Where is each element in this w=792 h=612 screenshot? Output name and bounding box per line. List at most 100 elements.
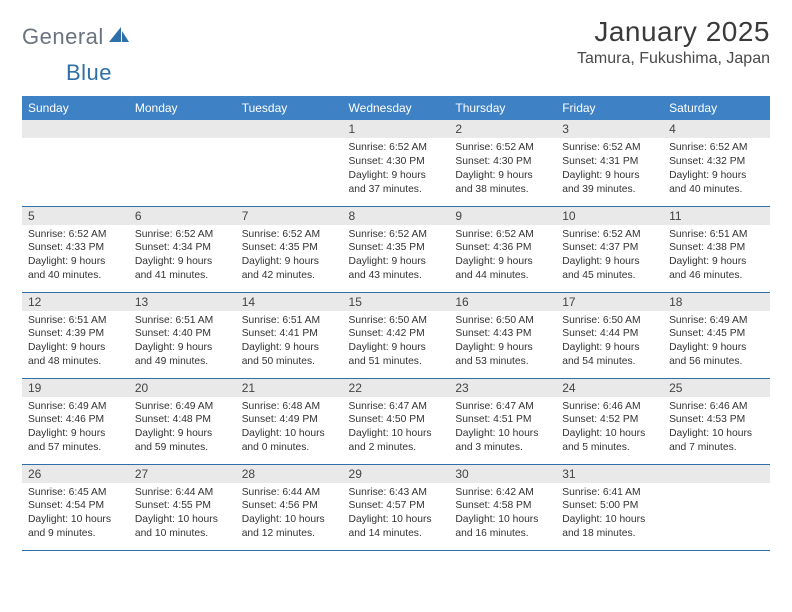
sunrise-line: Sunrise: 6:49 AM	[28, 400, 123, 414]
daylight-line: Daylight: 9 hours and 40 minutes.	[28, 255, 123, 283]
day-cell: 29Sunrise: 6:43 AMSunset: 4:57 PMDayligh…	[343, 464, 450, 550]
sunrise-line: Sunrise: 6:51 AM	[28, 314, 123, 328]
daylight-line: Daylight: 9 hours and 49 minutes.	[135, 341, 230, 369]
daylight-line: Daylight: 10 hours and 10 minutes.	[135, 513, 230, 541]
sunrise-line: Sunrise: 6:49 AM	[669, 314, 764, 328]
brand-logo: General	[22, 16, 132, 50]
month-title: January 2025	[577, 16, 770, 48]
daylight-line: Daylight: 9 hours and 45 minutes.	[562, 255, 657, 283]
daylight-line: Daylight: 9 hours and 42 minutes.	[242, 255, 337, 283]
day-number: 2	[449, 120, 556, 138]
day-number: 17	[556, 293, 663, 311]
sunrise-line: Sunrise: 6:50 AM	[349, 314, 444, 328]
daylight-line: Daylight: 10 hours and 7 minutes.	[669, 427, 764, 455]
daylight-line: Daylight: 9 hours and 44 minutes.	[455, 255, 550, 283]
daylight-line: Daylight: 10 hours and 14 minutes.	[349, 513, 444, 541]
sunrise-line: Sunrise: 6:52 AM	[349, 141, 444, 155]
day-number: 1	[343, 120, 450, 138]
brand-sail-icon	[108, 25, 130, 50]
daylight-line: Daylight: 9 hours and 59 minutes.	[135, 427, 230, 455]
day-cell: 28Sunrise: 6:44 AMSunset: 4:56 PMDayligh…	[236, 464, 343, 550]
day-number: 20	[129, 379, 236, 397]
sunrise-line: Sunrise: 6:47 AM	[349, 400, 444, 414]
day-details: Sunrise: 6:52 AMSunset: 4:34 PMDaylight:…	[129, 225, 236, 284]
week-row: 26Sunrise: 6:45 AMSunset: 4:54 PMDayligh…	[22, 464, 770, 550]
sunset-line: Sunset: 4:57 PM	[349, 499, 444, 513]
day-cell: 25Sunrise: 6:46 AMSunset: 4:53 PMDayligh…	[663, 378, 770, 464]
sunrise-line: Sunrise: 6:44 AM	[242, 486, 337, 500]
dow-thursday: Thursday	[449, 96, 556, 120]
daylight-line: Daylight: 10 hours and 3 minutes.	[455, 427, 550, 455]
sunset-line: Sunset: 4:45 PM	[669, 327, 764, 341]
sunset-line: Sunset: 4:49 PM	[242, 413, 337, 427]
week-row: 19Sunrise: 6:49 AMSunset: 4:46 PMDayligh…	[22, 378, 770, 464]
day-number: 31	[556, 465, 663, 483]
day-details: Sunrise: 6:42 AMSunset: 4:58 PMDaylight:…	[449, 483, 556, 542]
day-details: Sunrise: 6:48 AMSunset: 4:49 PMDaylight:…	[236, 397, 343, 456]
day-cell: 15Sunrise: 6:50 AMSunset: 4:42 PMDayligh…	[343, 292, 450, 378]
sunrise-line: Sunrise: 6:47 AM	[455, 400, 550, 414]
daylight-line: Daylight: 10 hours and 2 minutes.	[349, 427, 444, 455]
day-number: 28	[236, 465, 343, 483]
week-row: 12Sunrise: 6:51 AMSunset: 4:39 PMDayligh…	[22, 292, 770, 378]
sunrise-line: Sunrise: 6:52 AM	[562, 141, 657, 155]
day-number: 9	[449, 207, 556, 225]
day-details: Sunrise: 6:50 AMSunset: 4:43 PMDaylight:…	[449, 311, 556, 370]
location-subtitle: Tamura, Fukushima, Japan	[577, 50, 770, 68]
day-details: Sunrise: 6:51 AMSunset: 4:41 PMDaylight:…	[236, 311, 343, 370]
daylight-line: Daylight: 9 hours and 48 minutes.	[28, 341, 123, 369]
sunrise-line: Sunrise: 6:50 AM	[455, 314, 550, 328]
sunset-line: Sunset: 4:32 PM	[669, 155, 764, 169]
day-cell	[236, 120, 343, 206]
day-number: 5	[22, 207, 129, 225]
day-details: Sunrise: 6:44 AMSunset: 4:55 PMDaylight:…	[129, 483, 236, 542]
sunrise-line: Sunrise: 6:52 AM	[242, 228, 337, 242]
day-details: Sunrise: 6:50 AMSunset: 4:44 PMDaylight:…	[556, 311, 663, 370]
day-cell: 30Sunrise: 6:42 AMSunset: 4:58 PMDayligh…	[449, 464, 556, 550]
sunset-line: Sunset: 4:35 PM	[349, 241, 444, 255]
sunrise-line: Sunrise: 6:52 AM	[349, 228, 444, 242]
day-cell: 9Sunrise: 6:52 AMSunset: 4:36 PMDaylight…	[449, 206, 556, 292]
day-cell: 27Sunrise: 6:44 AMSunset: 4:55 PMDayligh…	[129, 464, 236, 550]
sunset-line: Sunset: 4:50 PM	[349, 413, 444, 427]
day-number	[663, 465, 770, 483]
sunset-line: Sunset: 4:40 PM	[135, 327, 230, 341]
day-details: Sunrise: 6:46 AMSunset: 4:53 PMDaylight:…	[663, 397, 770, 456]
day-cell: 6Sunrise: 6:52 AMSunset: 4:34 PMDaylight…	[129, 206, 236, 292]
dow-sunday: Sunday	[22, 96, 129, 120]
day-details: Sunrise: 6:45 AMSunset: 4:54 PMDaylight:…	[22, 483, 129, 542]
day-number: 22	[343, 379, 450, 397]
day-of-week-header: Sunday Monday Tuesday Wednesday Thursday…	[22, 96, 770, 120]
dow-friday: Friday	[556, 96, 663, 120]
day-details: Sunrise: 6:52 AMSunset: 4:33 PMDaylight:…	[22, 225, 129, 284]
day-cell	[663, 464, 770, 550]
daylight-line: Daylight: 9 hours and 38 minutes.	[455, 169, 550, 197]
day-number: 26	[22, 465, 129, 483]
calendar-table: Sunday Monday Tuesday Wednesday Thursday…	[22, 96, 770, 551]
daylight-line: Daylight: 9 hours and 39 minutes.	[562, 169, 657, 197]
sunset-line: Sunset: 4:41 PM	[242, 327, 337, 341]
day-details: Sunrise: 6:41 AMSunset: 5:00 PMDaylight:…	[556, 483, 663, 542]
day-number: 21	[236, 379, 343, 397]
day-cell: 11Sunrise: 6:51 AMSunset: 4:38 PMDayligh…	[663, 206, 770, 292]
sunset-line: Sunset: 4:43 PM	[455, 327, 550, 341]
daylight-line: Daylight: 9 hours and 41 minutes.	[135, 255, 230, 283]
daylight-line: Daylight: 9 hours and 50 minutes.	[242, 341, 337, 369]
day-details: Sunrise: 6:49 AMSunset: 4:46 PMDaylight:…	[22, 397, 129, 456]
sunrise-line: Sunrise: 6:42 AM	[455, 486, 550, 500]
day-details: Sunrise: 6:44 AMSunset: 4:56 PMDaylight:…	[236, 483, 343, 542]
daylight-line: Daylight: 9 hours and 46 minutes.	[669, 255, 764, 283]
daylight-line: Daylight: 10 hours and 12 minutes.	[242, 513, 337, 541]
day-cell: 24Sunrise: 6:46 AMSunset: 4:52 PMDayligh…	[556, 378, 663, 464]
sunrise-line: Sunrise: 6:50 AM	[562, 314, 657, 328]
daylight-line: Daylight: 10 hours and 18 minutes.	[562, 513, 657, 541]
sunset-line: Sunset: 5:00 PM	[562, 499, 657, 513]
sunrise-line: Sunrise: 6:52 AM	[135, 228, 230, 242]
day-number: 25	[663, 379, 770, 397]
sunset-line: Sunset: 4:55 PM	[135, 499, 230, 513]
day-number: 13	[129, 293, 236, 311]
day-number: 14	[236, 293, 343, 311]
day-number: 24	[556, 379, 663, 397]
sunrise-line: Sunrise: 6:51 AM	[669, 228, 764, 242]
daylight-line: Daylight: 10 hours and 5 minutes.	[562, 427, 657, 455]
